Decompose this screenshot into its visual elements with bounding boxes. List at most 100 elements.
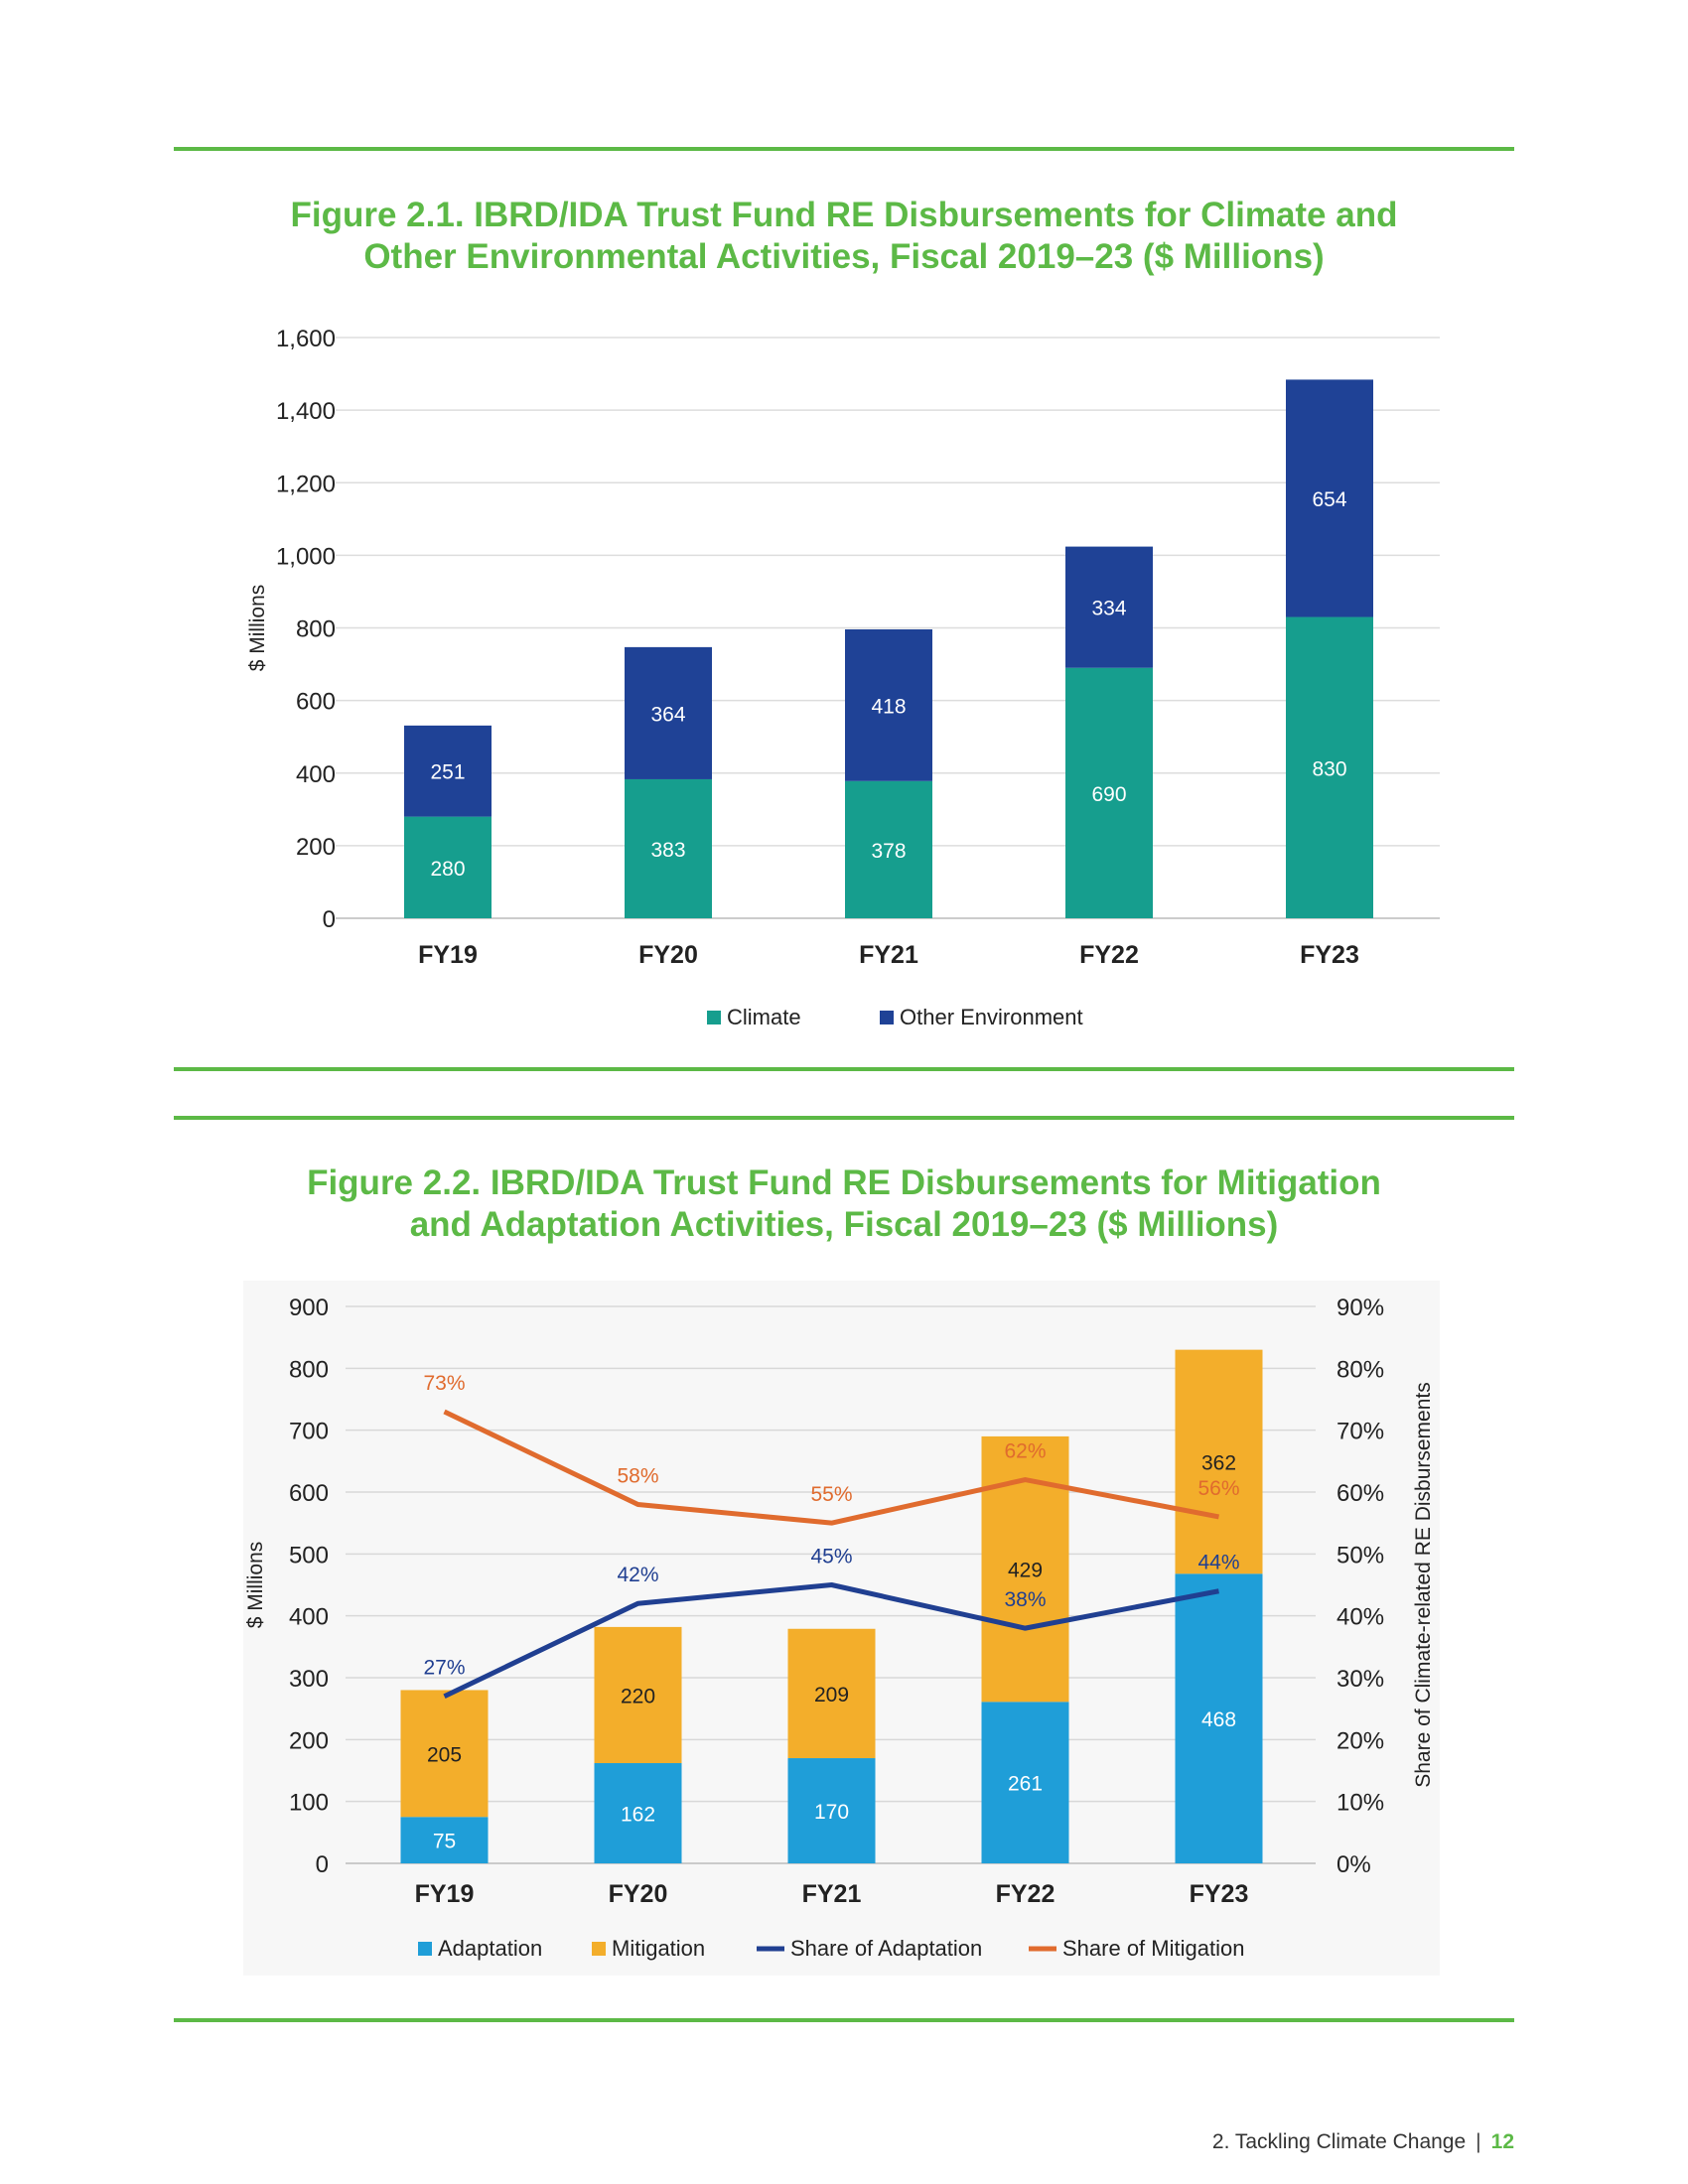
- bar-climate-fy20: [625, 778, 712, 918]
- y-tick-label: 1,400: [276, 398, 336, 425]
- figure-1-title: Figure 2.1. IBRD/IDA Trust Fund RE Disbu…: [174, 195, 1514, 278]
- line-share-of-mitigation: [443, 1409, 1219, 1526]
- x-tick-label: FY23: [1300, 941, 1359, 969]
- y-tick-label: 300: [289, 1666, 329, 1693]
- data-label-mitigation: 205: [427, 1743, 462, 1766]
- y2-tick-label: 0%: [1336, 1851, 1371, 1878]
- bar-mitigation-fy20: [594, 1626, 682, 1764]
- bar-adaptation-fy23: [1175, 1573, 1263, 1863]
- x-tick-label: FY19: [418, 941, 478, 969]
- data-label-share-of-adaptation: 45%: [810, 1546, 852, 1569]
- legend-label-adaptation: Adaptation: [438, 1936, 542, 1961]
- data-label-share-of-adaptation: 38%: [1004, 1588, 1046, 1611]
- y2-tick-label: 80%: [1336, 1356, 1384, 1383]
- top-rule-figure-2: [174, 1116, 1514, 1120]
- x-tick-label: FY20: [638, 941, 698, 969]
- data-label-adaptation: 75: [433, 1831, 456, 1853]
- legend-label-share-of-mitigation: Share of Mitigation: [1062, 1936, 1244, 1961]
- y-tick-label: 0: [316, 1851, 329, 1878]
- bottom-rule-figure-1: [174, 1067, 1514, 1071]
- x-tick-label: FY22: [1079, 941, 1139, 969]
- bar-climate-fy23: [1286, 616, 1373, 918]
- bar-adaptation-fy19: [400, 1817, 489, 1863]
- y2-tick-label: 30%: [1336, 1666, 1384, 1693]
- data-label-mitigation: 220: [621, 1685, 655, 1707]
- y2-tick-label: 90%: [1336, 1295, 1384, 1321]
- bar-other-environment-fy23: [1286, 379, 1373, 617]
- y-tick-label: 200: [296, 834, 336, 861]
- data-label-adaptation: 261: [1008, 1773, 1043, 1796]
- data-label-climate: 690: [1091, 783, 1126, 806]
- figure-1-title-line-1: Figure 2.1. IBRD/IDA Trust Fund RE Disbu…: [290, 196, 1398, 234]
- y2-tick-label: 10%: [1336, 1790, 1384, 1817]
- figure-2-title-line-2: and Adaptation Activities, Fiscal 2019–2…: [409, 1205, 1279, 1244]
- y-tick-label: 800: [296, 616, 336, 643]
- data-label-share-of-mitigation: 55%: [810, 1483, 852, 1506]
- data-label-adaptation: 162: [621, 1804, 655, 1827]
- x-tick-label: FY19: [415, 1880, 475, 1908]
- bottom-rule-figure-2: [174, 2018, 1514, 2022]
- data-label-mitigation: 429: [1008, 1560, 1043, 1582]
- data-label-other-environment: 418: [871, 695, 906, 718]
- figure-2-title-line-1: Figure 2.2. IBRD/IDA Trust Fund RE Disbu…: [307, 1163, 1381, 1202]
- legend-label-share-of-adaptation: Share of Adaptation: [790, 1936, 982, 1961]
- data-label-climate: 280: [430, 858, 465, 881]
- legend-swatch-mitigation: [592, 1942, 606, 1956]
- bar-mitigation-fy19: [400, 1690, 489, 1818]
- data-label-share-of-adaptation: 42%: [617, 1564, 658, 1586]
- y-tick-label: 1,200: [276, 471, 336, 497]
- figure-1-chart: 0 200 400 600 800 1,000 1,200 1,400 1,600 $ Milli…: [246, 326, 1440, 1029]
- line-share-of-adaptation: [443, 1582, 1219, 1699]
- top-rule-figure-1: [174, 147, 1514, 151]
- data-label-other-environment: 654: [1312, 488, 1346, 511]
- y-tick-label: 200: [289, 1727, 329, 1754]
- data-label-other-environment: 334: [1091, 598, 1126, 620]
- y2-tick-label: 60%: [1336, 1480, 1384, 1507]
- footer-section-title: 2. Tackling Climate Change: [1211, 2130, 1467, 2153]
- y-tick-label: 1,000: [276, 543, 336, 570]
- y2-tick-label: 40%: [1336, 1604, 1384, 1631]
- data-label-climate: 383: [650, 839, 685, 862]
- x-tick-label: FY23: [1190, 1880, 1249, 1908]
- figure-2-title: Figure 2.2. IBRD/IDA Trust Fund RE Disbu…: [174, 1162, 1514, 1246]
- page-footer: 2. Tackling Climate Change | 12: [1212, 2130, 1514, 2154]
- data-label-adaptation: 170: [814, 1801, 849, 1824]
- bar-adaptation-fy20: [594, 1763, 682, 1863]
- y-tick-label: 900: [289, 1295, 329, 1321]
- y-tick-label: 100: [289, 1790, 329, 1817]
- legend-label-mitigation: Mitigation: [612, 1936, 705, 1961]
- bar-adaptation-fy21: [787, 1758, 876, 1863]
- bar-climate-fy22: [1065, 667, 1153, 918]
- bar-other-environment-fy22: [1065, 546, 1153, 668]
- y2-axis-label: Share of Climate-related RE Disbursement…: [1412, 1382, 1435, 1788]
- data-label-other-environment: 364: [650, 703, 685, 726]
- legend-label-other-environment: Other Environment: [900, 1005, 1083, 1029]
- x-tick-label: FY21: [802, 1880, 862, 1908]
- y-axis-label: $ Millions: [244, 1542, 267, 1629]
- figure-2-chart: 0 100 200 300 400 500 600 700 800 900 0% 10% 20% 30% 4…: [243, 1281, 1440, 1976]
- data-label-share-of-mitigation: 73%: [423, 1372, 465, 1395]
- data-label-mitigation: 209: [814, 1684, 849, 1706]
- y-tick-label: 700: [289, 1419, 329, 1445]
- y-tick-label: 1,600: [276, 326, 336, 352]
- figure-1-title-line-2: Other Environmental Activities, Fiscal 2…: [363, 237, 1325, 276]
- bar-other-environment-fy20: [625, 646, 712, 779]
- bar-climate-fy19: [404, 816, 492, 918]
- data-label-mitigation: 362: [1201, 1451, 1236, 1474]
- x-tick-label: FY21: [859, 941, 918, 969]
- data-label-share-of-mitigation: 62%: [1004, 1440, 1046, 1463]
- legend-swatch-other-environment: [880, 1011, 894, 1024]
- y-tick-label: 400: [289, 1604, 329, 1631]
- footer-separator: |: [1476, 2130, 1481, 2153]
- y2-tick-label: 20%: [1336, 1727, 1384, 1754]
- y-tick-label: 0: [323, 906, 336, 933]
- data-label-other-environment: 251: [430, 761, 465, 784]
- data-label-share-of-adaptation: 27%: [423, 1657, 465, 1680]
- legend-swatch-adaptation: [418, 1942, 432, 1956]
- bar-adaptation-fy22: [981, 1702, 1069, 1863]
- bar-climate-fy21: [845, 780, 932, 918]
- y2-tick-label: 50%: [1336, 1542, 1384, 1569]
- x-tick-label: FY20: [609, 1880, 668, 1908]
- data-label-share-of-mitigation: 56%: [1197, 1477, 1239, 1500]
- y-tick-label: 800: [289, 1356, 329, 1383]
